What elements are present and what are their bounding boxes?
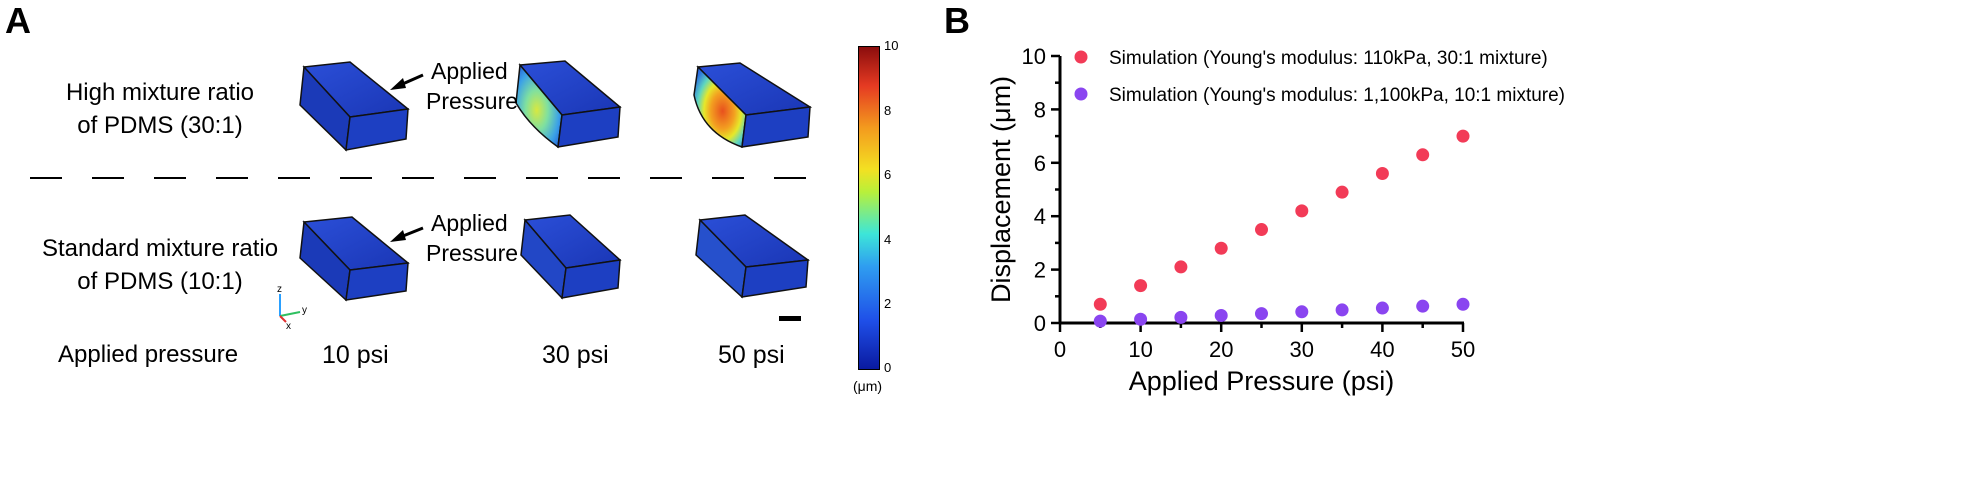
- series-1-point: [1456, 129, 1470, 143]
- axis-y-label: y: [302, 305, 307, 316]
- scale-bar: [779, 316, 801, 321]
- x-tick-label: 0: [1054, 337, 1066, 362]
- legend-label-series-2: Simulation (Young's modulus: 1,100kPa, 1…: [1109, 85, 1565, 106]
- row-label-standard-line1: Standard mixture ratio: [41, 235, 279, 262]
- scatter-chart: 0 10 20 30 40 50 0 2 4 6 8 10 Simulation (Young's m…: [986, 44, 1565, 396]
- legend-marker-series-1: [1074, 50, 1088, 64]
- series-1-point: [1416, 148, 1430, 162]
- pressure-10psi: 10 psi: [322, 341, 389, 369]
- series-2-point: [1416, 299, 1430, 313]
- colorbar-unit: (μm): [853, 378, 883, 394]
- series-1-point: [1295, 204, 1309, 218]
- panel-a-letter: A: [5, 0, 31, 41]
- arrow-icon-high: [390, 73, 424, 90]
- pressure-30psi: 30 psi: [542, 341, 609, 369]
- axis-x-label: x: [286, 321, 291, 332]
- chart-points: [1093, 129, 1470, 328]
- colorbar-tick-0: 0: [884, 360, 892, 375]
- y-tick-label: 10: [1022, 44, 1046, 69]
- callout-standard-line2: Pressure: [426, 240, 519, 266]
- y-tick-label: 4: [1034, 204, 1046, 229]
- block-standard-10psi: [299, 216, 410, 302]
- x-tick-label: 40: [1370, 337, 1394, 362]
- series-2-point: [1093, 314, 1107, 328]
- colorbar-tick-4: 4: [884, 232, 892, 247]
- axis-triad-icon: z y x: [277, 284, 307, 332]
- row-divider: [30, 177, 820, 179]
- row-label-high-line2: of PDMS (30:1): [77, 112, 243, 139]
- deformation-blocks: [299, 60, 813, 302]
- colorbar-tick-2: 2: [884, 296, 892, 311]
- x-tick-label: 10: [1128, 337, 1152, 362]
- x-tick-label: 20: [1209, 337, 1233, 362]
- applied-pressure-callout-high: Applied Pressure: [426, 56, 518, 116]
- arrow-icon-standard: [390, 226, 424, 242]
- series-1-point: [1214, 241, 1228, 255]
- y-tick-label: 0: [1034, 311, 1046, 336]
- y-tick-label: 8: [1034, 97, 1046, 122]
- x-tick-label: 50: [1451, 337, 1475, 362]
- series-1-point: [1093, 297, 1107, 311]
- series-2-point: [1174, 310, 1188, 324]
- colorbar-tick-10: 10: [884, 38, 899, 53]
- y-tick-label: 2: [1034, 258, 1046, 283]
- x-tick-label: 30: [1290, 337, 1314, 362]
- x-axis-label: Applied Pressure (psi): [1129, 366, 1395, 396]
- row-label-high: High mixture ratio of PDMS (30:1): [30, 76, 290, 142]
- callout-standard-line1: Applied: [431, 210, 508, 236]
- legend-label-series-1: Simulation (Young's modulus: 110kPa, 30:…: [1109, 48, 1548, 69]
- colorbar-tick-6: 6: [884, 167, 892, 182]
- legend-marker-series-2: [1074, 87, 1088, 101]
- row-label-standard: Standard mixture ratio of PDMS (10:1): [20, 232, 300, 298]
- pressure-50psi: 50 psi: [718, 341, 785, 369]
- series-2-point: [1295, 305, 1309, 319]
- series-2-point: [1134, 312, 1148, 326]
- row-label-standard-line2: of PDMS (10:1): [77, 268, 243, 295]
- block-standard-30psi: [520, 214, 622, 300]
- series-2-point: [1335, 303, 1349, 317]
- series-1-point: [1335, 185, 1349, 199]
- series-2-point: [1214, 309, 1228, 323]
- block-high-50psi: [693, 62, 813, 149]
- y-tick-label: 6: [1034, 151, 1046, 176]
- callout-high-line1: Applied: [431, 58, 508, 84]
- block-high-30psi: [515, 60, 622, 149]
- axis-z-label: z: [277, 284, 282, 295]
- series-1-point: [1375, 166, 1389, 180]
- colorbar: [858, 46, 880, 370]
- series-1-point: [1134, 279, 1148, 293]
- applied-pressure-label: Applied pressure: [58, 341, 239, 368]
- chart-axes: 0 10 20 30 40 50 0 2 4 6 8 10: [1022, 44, 1476, 362]
- series-2-point: [1375, 301, 1389, 315]
- panel-b-letter: B: [944, 0, 970, 41]
- chart-legend: Simulation (Young's modulus: 110kPa, 30:…: [1074, 48, 1565, 106]
- y-axis-label: Displacement (μm): [986, 76, 1016, 303]
- block-high-10psi: [299, 61, 410, 152]
- series-1-point: [1255, 223, 1268, 237]
- colorbar-tick-8: 8: [884, 103, 892, 118]
- series-2-point: [1255, 307, 1268, 321]
- callout-high-line2: Pressure: [426, 88, 519, 114]
- series-1-point: [1174, 260, 1188, 274]
- applied-pressure-callout-standard: Applied Pressure: [426, 208, 518, 268]
- row-label-high-line1: High mixture ratio: [65, 79, 255, 106]
- block-standard-50psi: [695, 214, 811, 299]
- series-2-point: [1456, 297, 1470, 311]
